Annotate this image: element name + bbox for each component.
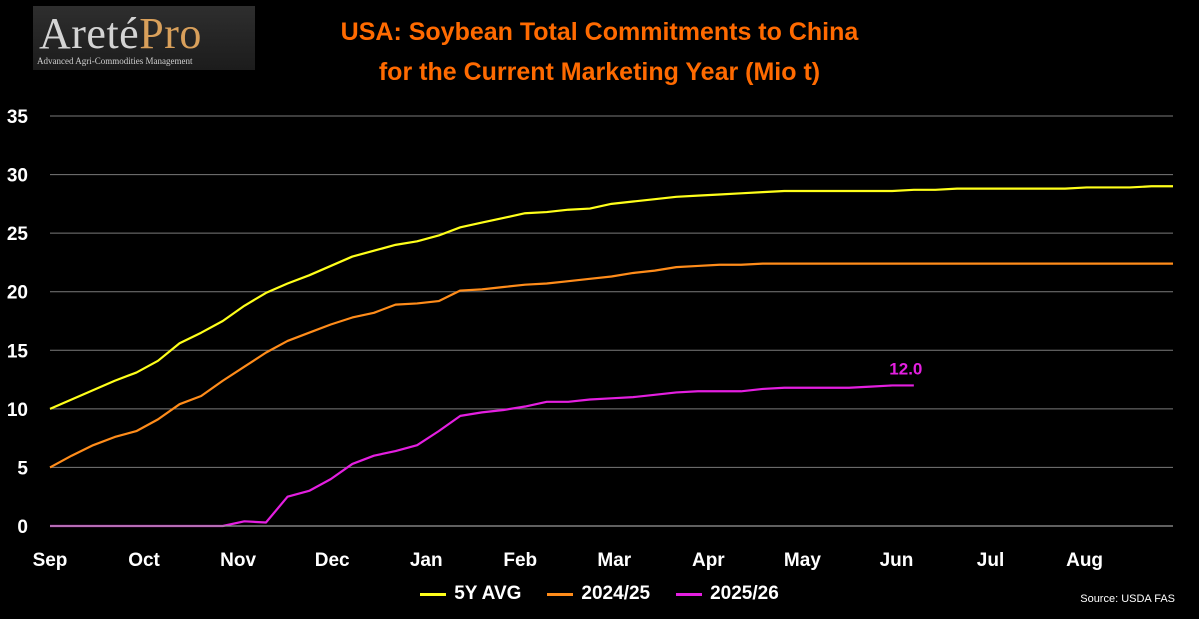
legend-label-5y-avg: 5Y AVG [454,583,522,604]
x-tick-label-dec: Dec [315,550,350,571]
legend-item-2025-26: 2025/26 [676,583,779,605]
x-tick-label-feb: Feb [503,550,537,571]
y-tick-label-20: 20 [7,283,28,304]
x-tick-label-may: May [784,550,821,571]
x-tick-label-nov: Nov [220,550,256,571]
logo-wordmark: AretéPro [39,6,202,62]
x-tick-label-apr: Apr [692,550,725,571]
arete-pro-logo: AretéPro Advanced Agri-Commodities Manag… [33,6,255,70]
x-tick-label-sep: Sep [33,550,68,571]
x-tick-label-jun: Jun [880,550,914,571]
chart-title: USA: Soybean Total Commitments to China [340,18,859,46]
logo-wordmark-pro: Pro [139,9,202,58]
chart-legend: 5Y AVG 2024/25 2025/26 [0,583,1199,605]
x-tick-label-jul: Jul [977,550,1004,571]
end-value-label-2025-26: 12.0 [889,359,922,378]
x-tick-label-aug: Aug [1066,550,1103,571]
series-line-2025-26 [50,384,914,528]
x-tick-label-jan: Jan [410,550,443,571]
legend-swatch-2025-26 [676,592,703,596]
y-tick-label-10: 10 [7,400,28,421]
legend-item-2024-25: 2024/25 [547,583,650,605]
legend-label-2025-26: 2025/26 [710,583,779,604]
series-line-5y-avg [49,185,1173,410]
logo-tagline: Advanced Agri-Commodities Management [37,56,193,66]
y-tick-label-15: 15 [7,341,29,362]
y-tick-label-0: 0 [17,517,28,538]
series-line-2024-25 [49,262,1173,469]
legend-label-2024-25: 2024/25 [581,583,651,604]
y-tick-label-25: 25 [7,224,29,245]
source-note: Source: USDA FAS [1080,593,1175,605]
legend-item-5y-avg: 5Y AVG [420,583,521,605]
y-tick-label-30: 30 [7,166,28,187]
chart-subtitle: for the Current Marketing Year (Mio t) [378,58,821,86]
y-tick-label-35: 35 [7,107,29,128]
x-tick-label-mar: Mar [597,550,631,571]
x-tick-label-oct: Oct [128,550,160,571]
y-tick-label-5: 5 [17,458,28,479]
legend-swatch-5y-avg [420,592,447,596]
legend-swatch-2024-25 [547,592,574,596]
logo-wordmark-arete: Areté [39,9,140,58]
